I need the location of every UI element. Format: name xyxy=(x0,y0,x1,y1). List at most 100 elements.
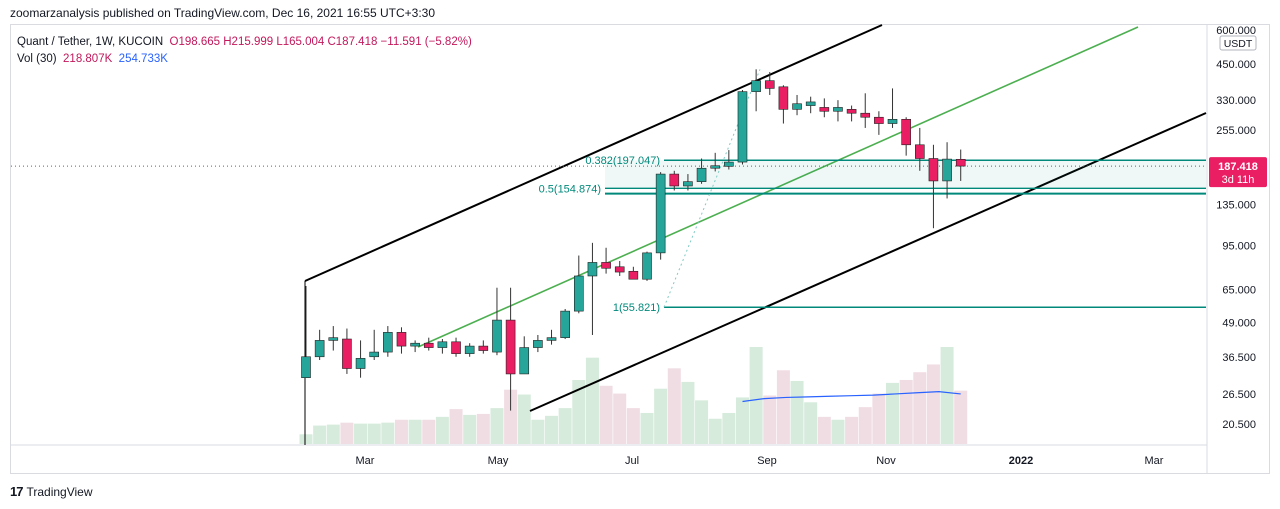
volume-bar xyxy=(463,414,477,444)
volume-bar xyxy=(599,385,613,444)
volume-bar xyxy=(667,368,681,444)
volume-bar xyxy=(572,379,586,444)
candle-body xyxy=(669,173,680,187)
candle-body xyxy=(601,262,611,269)
volume-bar xyxy=(913,372,927,444)
volume-bar xyxy=(790,380,804,444)
brand-name: TradingView xyxy=(26,484,93,499)
volume-bar xyxy=(326,424,340,444)
candle-body xyxy=(874,116,884,124)
time-tick-label: 2022 xyxy=(1009,455,1033,467)
volume-bar xyxy=(654,388,668,444)
candle-body xyxy=(437,341,448,348)
volume-bar xyxy=(872,393,886,444)
volume-bar xyxy=(476,413,490,444)
candle-body xyxy=(560,310,570,338)
volume-bar xyxy=(722,412,736,444)
candle-body xyxy=(955,158,966,167)
volume-bar xyxy=(940,347,954,444)
candle-body xyxy=(369,351,380,358)
candle-body xyxy=(342,338,352,369)
time-tick-label: May xyxy=(488,455,509,467)
volume-bar xyxy=(804,402,818,444)
candle-body xyxy=(410,342,420,347)
candle-body xyxy=(519,347,530,375)
candle-body xyxy=(778,86,789,110)
candle-body xyxy=(737,91,748,163)
symbol-info: Quant / Tether, 1W, KUCOIN xyxy=(17,36,164,48)
candle-body xyxy=(710,165,721,169)
candle-body xyxy=(942,158,952,182)
candle-body xyxy=(451,341,461,354)
time-tick-label: Nov xyxy=(876,455,896,467)
candle-body xyxy=(914,144,925,159)
volume-label: Vol (30) xyxy=(17,53,57,65)
currency-label: USDT xyxy=(1224,38,1253,50)
volume-bar xyxy=(845,416,859,444)
last-price-tag xyxy=(1209,157,1267,188)
volume-bar xyxy=(585,357,599,444)
volume-bar xyxy=(381,422,395,444)
candle-body xyxy=(383,332,393,353)
candle-body xyxy=(314,340,325,358)
volume-bar xyxy=(817,416,831,444)
volume-bar xyxy=(899,379,913,444)
volume-bar xyxy=(558,408,572,444)
candle-body xyxy=(355,358,366,369)
candle-body xyxy=(533,340,543,348)
volume-bar xyxy=(954,390,968,444)
bar-countdown: 3d 11h xyxy=(1222,174,1255,186)
price-tick-label: 330.000 xyxy=(1216,95,1256,107)
volume-ma-line xyxy=(742,391,961,403)
candle-body xyxy=(587,262,598,277)
volume-bar xyxy=(422,419,436,444)
volume-bar xyxy=(858,407,872,444)
volume-bar xyxy=(340,422,354,444)
volume-bar xyxy=(886,382,900,444)
volume-bar xyxy=(776,370,790,444)
candle-body xyxy=(928,158,939,182)
price-tick-label: 36.500 xyxy=(1222,352,1256,364)
candle-body xyxy=(751,80,761,92)
last-price-value: 187.418 xyxy=(1218,161,1258,173)
candle-body xyxy=(860,112,871,118)
volume-legend: Vol (30) 218.807K 254.733K xyxy=(17,53,168,65)
candle-body xyxy=(301,356,311,378)
fib-zone xyxy=(605,160,1206,189)
tradingview-logo-icon: 17 xyxy=(10,484,24,499)
volume-bar xyxy=(313,425,327,444)
candle-body xyxy=(887,118,898,124)
time-tick-label: Jul xyxy=(625,455,639,467)
volume-bar xyxy=(763,395,777,444)
candle-body xyxy=(328,337,339,341)
candle-body xyxy=(573,275,584,312)
publish-info: zoomarzanalysis published on TradingView… xyxy=(10,6,436,20)
time-tick-label: Mar xyxy=(356,455,375,467)
volume-bar xyxy=(490,408,504,444)
volume-bar xyxy=(435,416,449,444)
fib-level-label: 0.5(154.874) xyxy=(539,183,601,195)
volume-bar xyxy=(545,415,559,444)
price-tick-label: 49.000 xyxy=(1222,317,1256,329)
candle-body xyxy=(492,319,502,353)
volume-bar xyxy=(517,394,531,444)
volume-bar xyxy=(613,393,627,444)
volume-value: 218.807K xyxy=(63,53,113,65)
volume-bar xyxy=(735,397,749,444)
volume-bar xyxy=(504,389,518,444)
candle-body xyxy=(683,181,693,187)
channel-midline xyxy=(417,26,1139,348)
candle-body xyxy=(901,118,911,146)
ohlc-values: O198.665 H215.999 L165.004 C187.418 −11.… xyxy=(169,36,472,48)
currency-badge xyxy=(1219,35,1257,51)
fib-level-label: 0.382(197.047) xyxy=(585,155,660,167)
volume-bar xyxy=(681,381,695,444)
volume-bar xyxy=(449,409,463,444)
time-tick-label: Mar xyxy=(1145,455,1164,467)
candle-body xyxy=(505,319,516,375)
candle-body xyxy=(396,332,407,347)
volume-bar xyxy=(394,419,408,444)
candle-body xyxy=(614,266,625,273)
candle-body xyxy=(819,107,830,112)
